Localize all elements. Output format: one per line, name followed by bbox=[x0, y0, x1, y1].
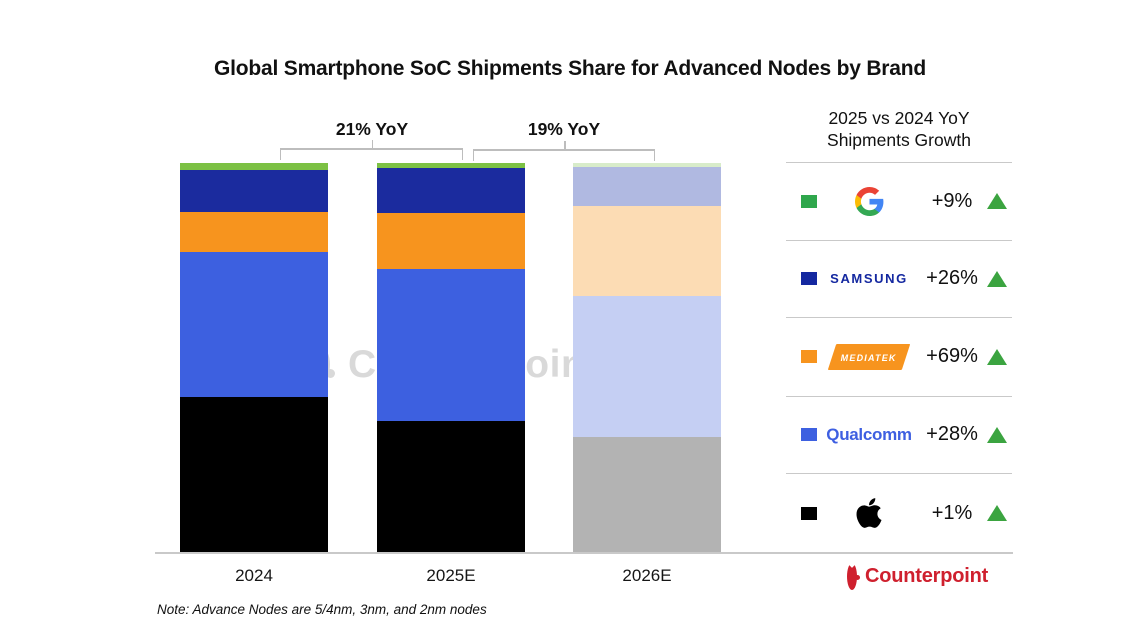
google-color-swatch bbox=[801, 194, 817, 208]
legend-divider bbox=[786, 240, 1012, 241]
bar-segment-google bbox=[377, 163, 525, 169]
yoy-bracket-2025 bbox=[280, 140, 463, 160]
mediatek-plate: MEDIATEK bbox=[827, 343, 911, 370]
yoy-annotation-2026: 19% YoY bbox=[527, 119, 601, 139]
bar-segment-apple bbox=[377, 421, 525, 553]
bracket-tick bbox=[371, 140, 373, 149]
legend-header-line1: 2025 vs 2024 YoY bbox=[828, 108, 970, 128]
stacked-bar-2026e bbox=[573, 163, 721, 553]
x-tick-2026e: 2026E bbox=[622, 566, 672, 585]
legend-divider bbox=[786, 396, 1012, 397]
legend-row-apple: +1% bbox=[786, 473, 1012, 553]
counterpoint-brand-text: Counterpoint bbox=[865, 565, 989, 587]
apple-up-triangle-icon bbox=[987, 505, 1007, 521]
qualcomm-up-triangle-icon bbox=[987, 426, 1007, 443]
yoy-bracket-2026 bbox=[473, 141, 655, 161]
qualcomm-wordmark: Qualcomm bbox=[826, 424, 912, 444]
apple-color-swatch bbox=[801, 506, 817, 520]
legend-header: 2025 vs 2024 YoY Shipments Growth bbox=[786, 107, 1012, 151]
bar-segment-qualcomm bbox=[377, 269, 525, 422]
legend-divider bbox=[786, 473, 1012, 474]
legend-divider bbox=[786, 317, 1012, 318]
google-logo-icon bbox=[817, 186, 921, 216]
mediatek-logo: MEDIATEK bbox=[817, 343, 921, 370]
legend-row-samsung: SAMSUNG +26% bbox=[786, 240, 1012, 317]
counterpoint-logo-icon bbox=[847, 562, 860, 590]
bar-segment-google bbox=[180, 163, 328, 170]
footnote: Note: Advance Nodes are 5/4nm, 3nm, and … bbox=[157, 602, 487, 617]
yoy-annotation-2025: 21% YoY bbox=[335, 119, 409, 139]
qualcomm-growth-value: +28% bbox=[926, 423, 978, 445]
bar-segment-qualcomm bbox=[573, 296, 721, 437]
samsung-color-swatch bbox=[801, 272, 817, 285]
google-g-icon bbox=[854, 186, 883, 216]
x-tick-2025e: 2025E bbox=[426, 566, 476, 585]
mediatek-up-triangle-icon bbox=[987, 348, 1007, 365]
legend-row-qualcomm: Qualcomm +28% bbox=[786, 396, 1012, 473]
qualcomm-color-swatch bbox=[801, 428, 817, 441]
chart-title: Global Smartphone SoC Shipments Share fo… bbox=[213, 57, 926, 80]
bar-segment-mediatek bbox=[377, 212, 525, 270]
bar-segment-samsung bbox=[573, 166, 721, 207]
bar-segment-qualcomm bbox=[180, 251, 328, 397]
samsung-logo: SAMSUNG bbox=[817, 271, 921, 286]
x-tick-2024: 2024 bbox=[235, 566, 273, 585]
google-growth-value: +9% bbox=[931, 189, 973, 212]
bar-segment-apple bbox=[573, 436, 721, 553]
bar-segment-apple bbox=[180, 397, 328, 553]
legend-header-line2: Shipments Growth bbox=[827, 130, 971, 150]
apple-growth-value: +1% bbox=[931, 501, 973, 524]
counterpoint-brand: Counterpoint bbox=[847, 562, 989, 590]
samsung-growth-value: +26% bbox=[926, 267, 978, 289]
google-up-triangle-icon bbox=[987, 193, 1007, 209]
mediatek-wordmark: MEDIATEK bbox=[840, 352, 897, 363]
legend-row-google: +9% bbox=[786, 162, 1012, 240]
apple-icon bbox=[856, 498, 882, 528]
apple-logo-icon bbox=[817, 496, 921, 530]
legend-row-mediatek: MEDIATEK +69% bbox=[786, 317, 1012, 396]
logo-dot bbox=[855, 574, 860, 580]
bar-segment-google bbox=[573, 163, 721, 167]
bar-segment-samsung bbox=[180, 169, 328, 213]
bar-segment-mediatek bbox=[573, 206, 721, 297]
mediatek-growth-value: +69% bbox=[926, 345, 978, 367]
stacked-bar-2025e bbox=[377, 163, 525, 553]
bar-segment-mediatek bbox=[180, 212, 328, 252]
legend-divider bbox=[786, 162, 1012, 163]
samsung-wordmark: SAMSUNG bbox=[830, 271, 908, 286]
stacked-bar-2024 bbox=[180, 163, 328, 553]
mediatek-color-swatch bbox=[801, 350, 817, 363]
bracket-tick bbox=[564, 141, 566, 150]
bar-segment-samsung bbox=[377, 168, 525, 213]
x-axis-line bbox=[155, 552, 1013, 554]
samsung-up-triangle-icon bbox=[987, 270, 1007, 287]
qualcomm-logo: Qualcomm bbox=[817, 425, 921, 445]
